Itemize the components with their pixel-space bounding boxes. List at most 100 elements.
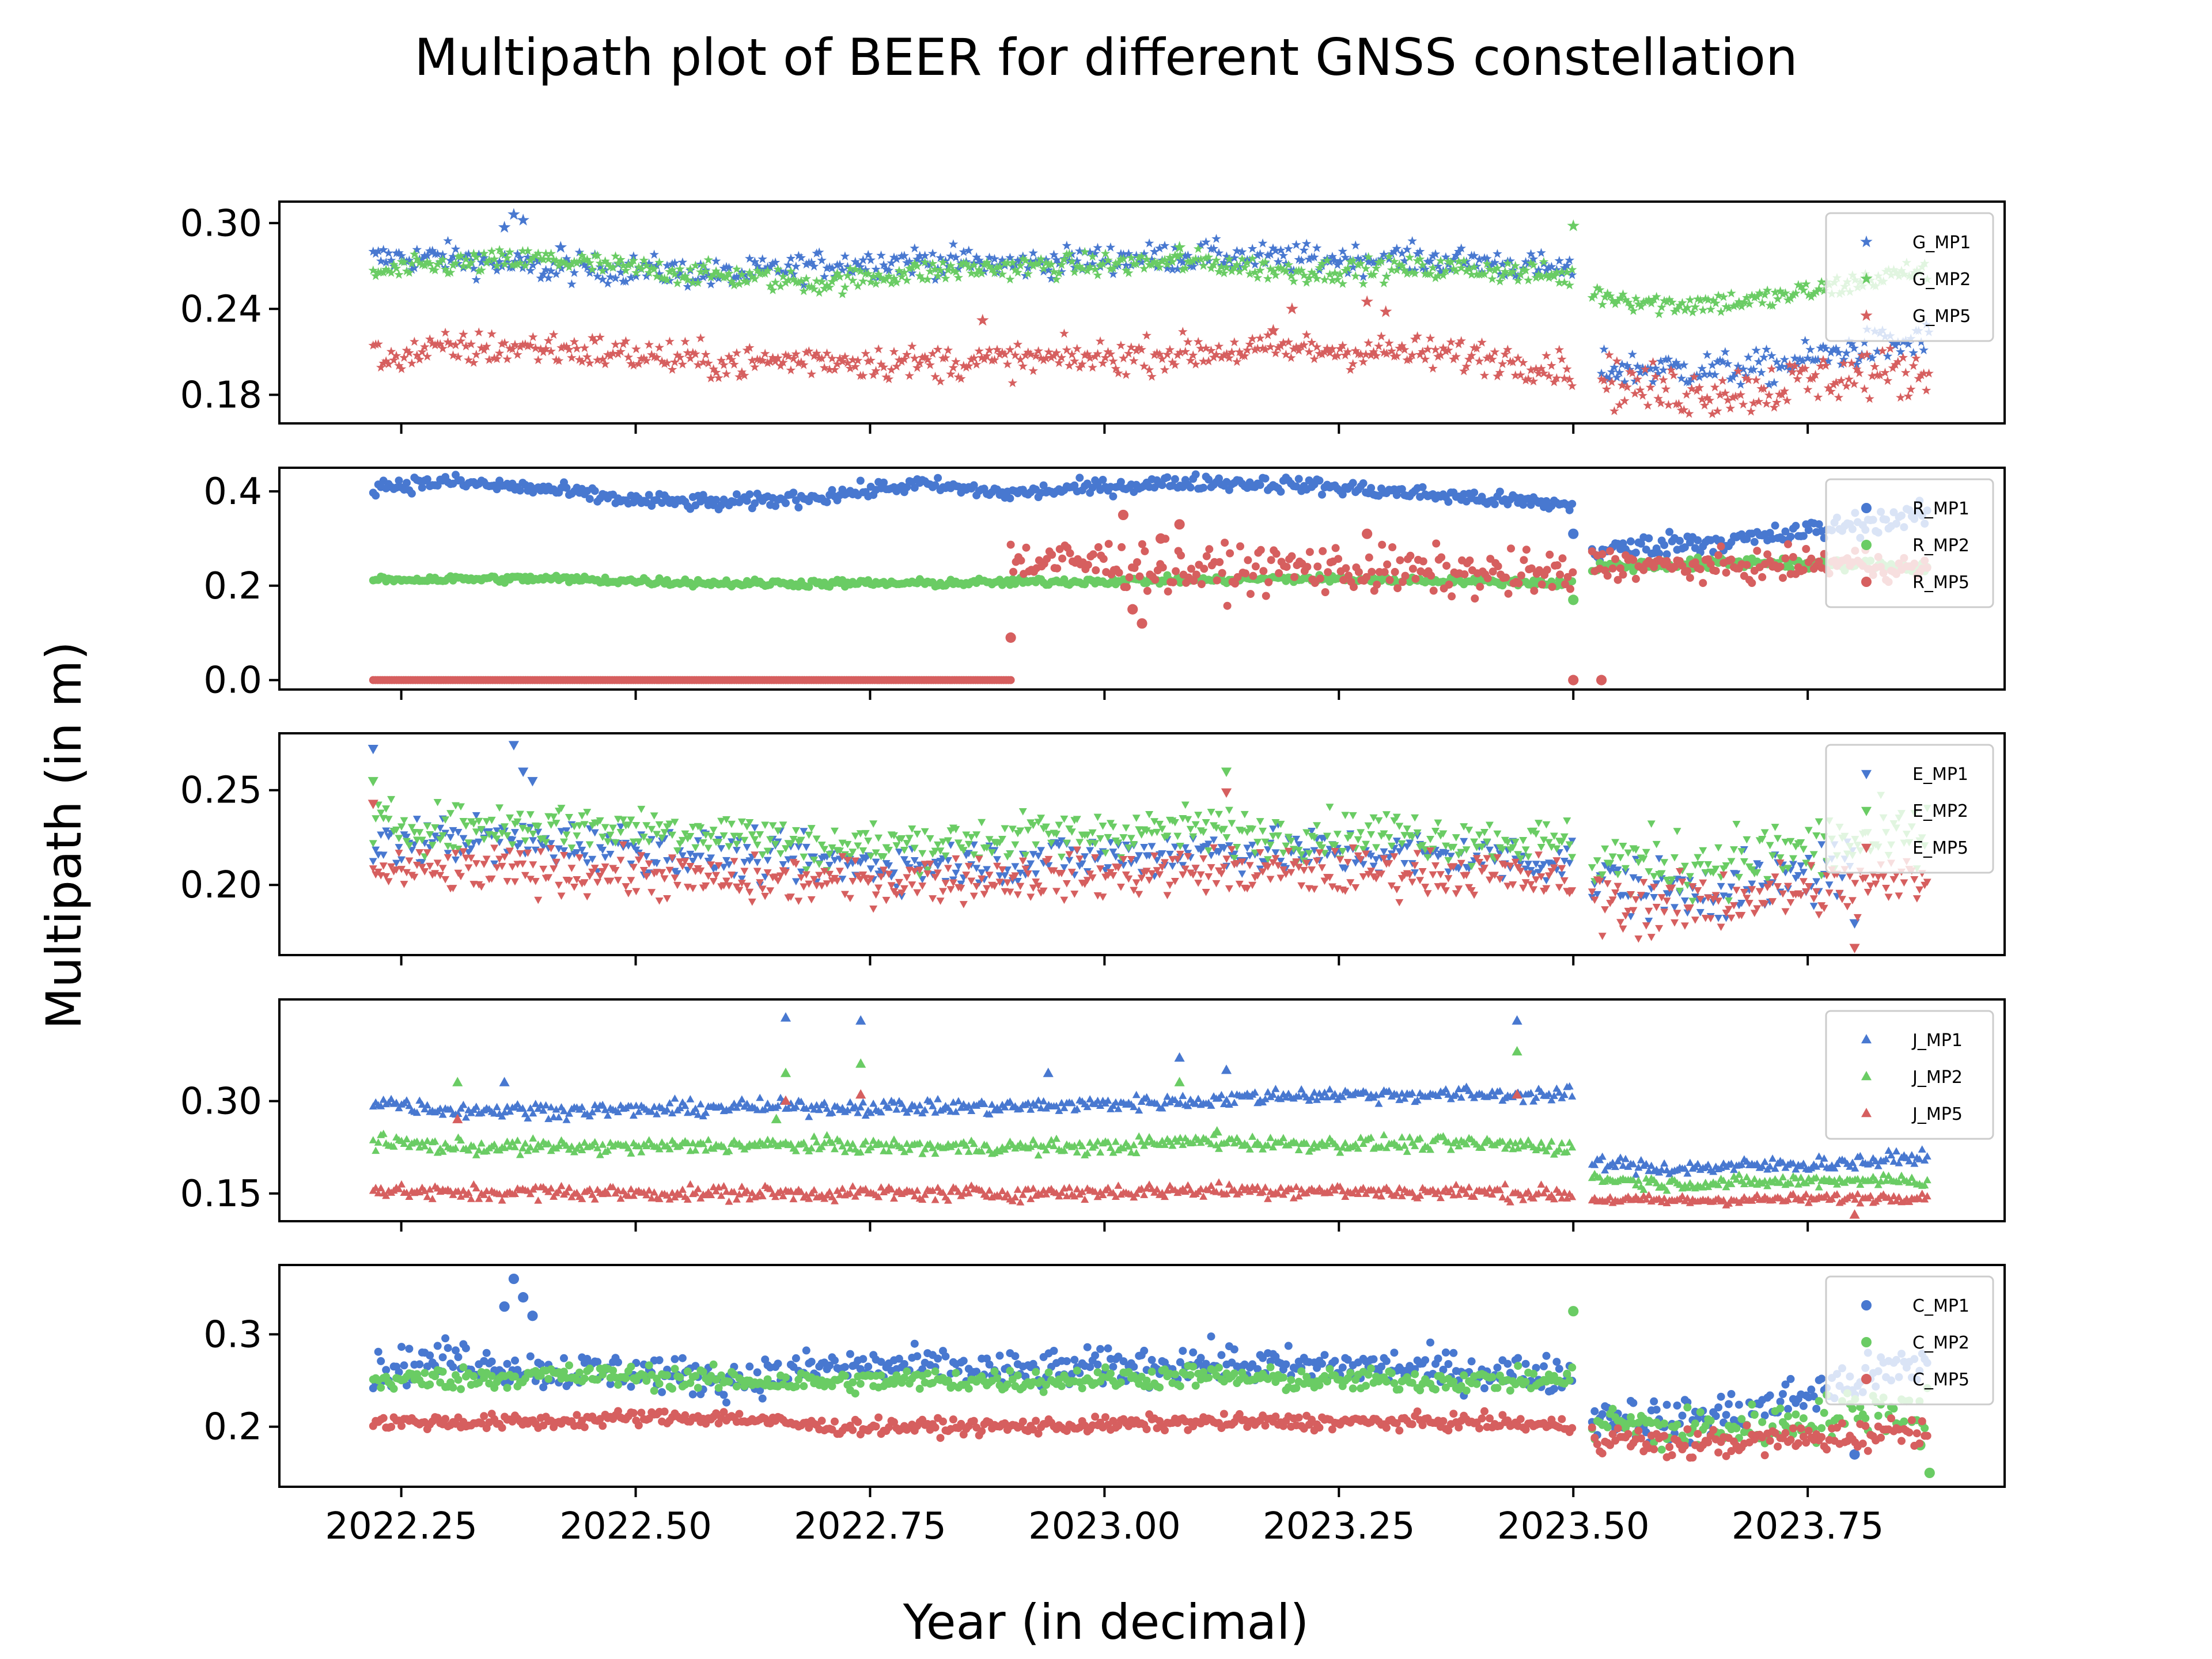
data-point xyxy=(1477,337,1487,347)
data-point xyxy=(1434,819,1442,827)
data-point xyxy=(660,359,669,368)
data-point xyxy=(1652,840,1661,849)
data-point xyxy=(951,252,961,262)
data-point xyxy=(1634,859,1643,866)
data-point xyxy=(1374,817,1383,825)
data-point xyxy=(422,351,433,361)
data-point xyxy=(1277,858,1285,865)
data-point xyxy=(714,373,724,382)
data-point xyxy=(583,859,592,867)
data-point xyxy=(1200,565,1209,573)
data-point xyxy=(560,847,569,855)
data-point xyxy=(1108,263,1118,273)
data-point xyxy=(536,344,546,354)
data-point xyxy=(1165,257,1175,267)
data-point xyxy=(998,835,1006,843)
data-point xyxy=(1243,844,1252,853)
data-point xyxy=(1758,835,1767,843)
data-point xyxy=(812,248,821,257)
data-point xyxy=(515,342,525,351)
data-point xyxy=(775,361,786,370)
data-point xyxy=(1099,822,1107,830)
data-point xyxy=(572,258,582,267)
data-point xyxy=(866,853,875,861)
data-point xyxy=(466,339,476,349)
data-point xyxy=(1714,551,1723,559)
data-point xyxy=(1626,913,1635,921)
data-point xyxy=(1743,374,1753,384)
data-point xyxy=(1826,387,1836,396)
data-point xyxy=(369,858,377,866)
data-point xyxy=(1404,252,1415,262)
data-point xyxy=(1242,345,1252,355)
data-point xyxy=(1484,264,1495,274)
data-point xyxy=(1479,269,1490,278)
data-point xyxy=(1364,822,1373,830)
data-point xyxy=(941,256,950,266)
data-point xyxy=(1839,358,1849,368)
data-point xyxy=(1157,354,1167,363)
data-point xyxy=(1252,250,1263,260)
outlier-point xyxy=(527,777,538,787)
data-point xyxy=(915,271,925,281)
data-point xyxy=(1070,262,1080,272)
data-point xyxy=(1685,295,1695,304)
data-point xyxy=(567,353,577,362)
data-point xyxy=(402,834,411,841)
data-point xyxy=(1317,349,1327,359)
data-point xyxy=(499,338,510,347)
data-point xyxy=(1384,254,1394,264)
data-point xyxy=(1256,546,1265,554)
data-point xyxy=(1669,306,1680,316)
data-point xyxy=(1668,876,1676,884)
data-point xyxy=(904,370,915,380)
data-point xyxy=(1306,267,1317,276)
data-point xyxy=(376,256,386,266)
data-point xyxy=(843,840,852,849)
data-point xyxy=(727,838,736,846)
data-point xyxy=(1138,540,1146,548)
data-point xyxy=(1399,344,1410,354)
data-point xyxy=(677,359,688,369)
data-point xyxy=(1401,571,1410,580)
data-point xyxy=(1688,897,1697,906)
data-point xyxy=(1407,236,1417,245)
data-point xyxy=(1665,881,1674,888)
data-point xyxy=(426,831,434,839)
data-point xyxy=(583,809,592,816)
data-point xyxy=(1230,850,1238,858)
data-point xyxy=(501,853,509,861)
data-point xyxy=(1453,256,1464,266)
data-point xyxy=(397,823,406,831)
data-point xyxy=(1490,257,1500,267)
data-point xyxy=(1301,277,1312,287)
data-point xyxy=(1082,260,1092,270)
data-point xyxy=(1456,336,1467,346)
data-point xyxy=(953,372,964,381)
data-point xyxy=(1665,528,1674,536)
data-point xyxy=(1777,361,1787,371)
data-point xyxy=(585,495,594,503)
data-point xyxy=(1023,268,1033,278)
data-point xyxy=(657,356,667,366)
data-point xyxy=(1266,342,1275,351)
data-point xyxy=(541,343,551,353)
data-point xyxy=(616,346,626,356)
data-point xyxy=(642,853,651,861)
data-point xyxy=(1685,873,1694,881)
data-point xyxy=(814,247,824,257)
data-point xyxy=(513,259,522,269)
data-point xyxy=(577,250,587,260)
data-point xyxy=(518,246,528,255)
data-point xyxy=(1056,259,1067,269)
data-point xyxy=(789,836,798,843)
data-point xyxy=(1191,821,1200,829)
data-point xyxy=(1095,336,1105,346)
data-point xyxy=(1013,877,1022,885)
data-point xyxy=(1425,256,1435,266)
data-point xyxy=(704,844,713,853)
data-point xyxy=(1240,256,1250,266)
data-point xyxy=(1348,262,1358,272)
data-point xyxy=(1510,260,1521,270)
data-point xyxy=(1517,571,1525,579)
